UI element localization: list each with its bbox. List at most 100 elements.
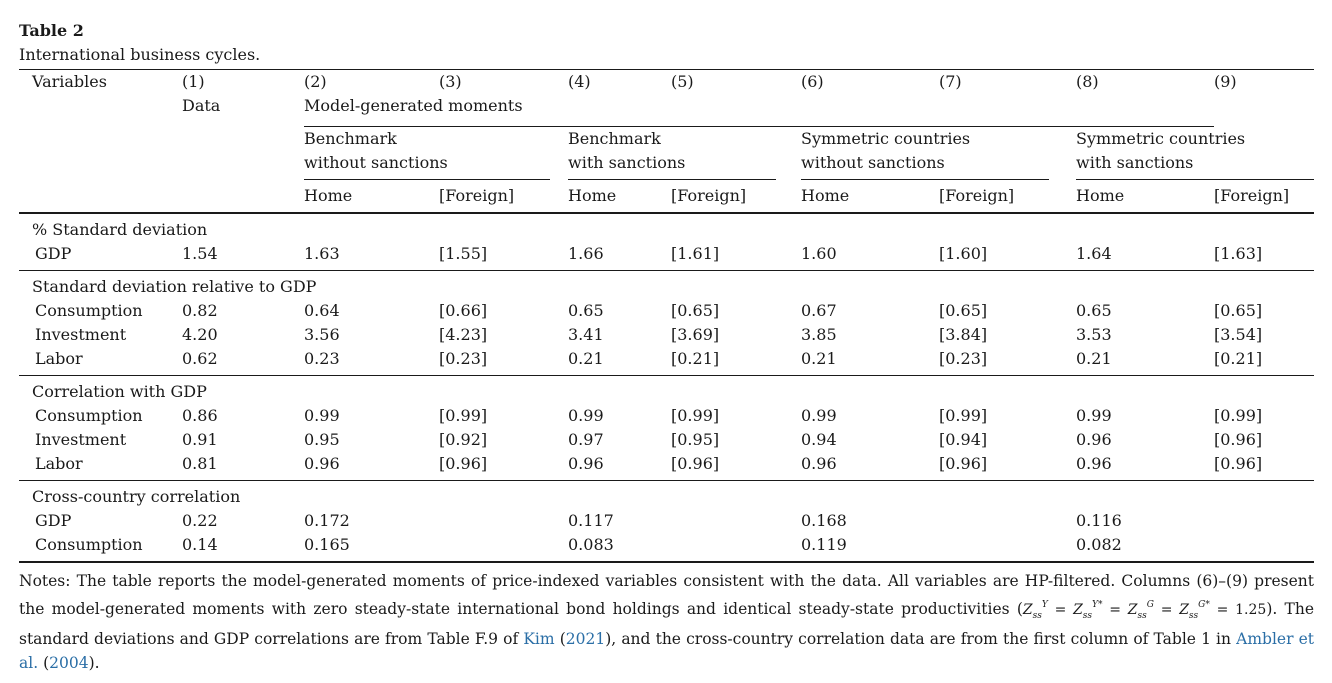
table-cell: 0.65 [568, 301, 604, 320]
table-cell: 0.116 [1076, 511, 1122, 530]
table-notes: Notes: The table reports the model-gener… [19, 572, 1315, 672]
section-title: Correlation with GDP [32, 382, 207, 401]
table-cell [439, 533, 568, 563]
table-cell: 0.083 [568, 533, 671, 563]
row-label: Investment [35, 325, 127, 344]
table-cell: [0.96] [671, 452, 801, 481]
table-cell: 1.63 [304, 242, 439, 271]
notes-text: ). [88, 653, 100, 672]
table-cell: 1.66 [568, 242, 671, 271]
table-cell: 3.53 [1076, 325, 1112, 344]
home-label: Home [304, 180, 439, 214]
table-row: Labor 0.62 0.23 [0.23] 0.21 [0.21] 0.21 [0.23] 0… [19, 347, 1314, 376]
table-cell: [1.63] [1214, 242, 1314, 271]
citation-year-link[interactable]: 2004 [49, 653, 89, 672]
foreign-label: [Foreign] [1214, 180, 1314, 214]
table-cell: 0.14 [182, 533, 304, 563]
model-label: Model-generated moments [304, 96, 523, 115]
foreign-label: [Foreign] [939, 180, 1076, 214]
home-label: Home [801, 180, 939, 214]
table-row: GDP 1.54 1.63 [1.55] 1.66 [1.61] 1.60 [1.60] 1.6… [19, 242, 1314, 271]
table-figure: Table 2 International business cycles. V… [19, 18, 1314, 675]
row-label: Consumption [35, 301, 143, 320]
table-cell: [4.23] [439, 325, 488, 344]
col-number: (7) [939, 69, 1076, 94]
table-cell: 0.99 [304, 406, 340, 425]
table-cell: 0.62 [182, 347, 304, 376]
table-cell: [0.96] [939, 452, 1076, 481]
group-label: without sanctions [801, 151, 1049, 180]
table-cell [1214, 509, 1314, 533]
data-table: Variables (1) (2) (3) (4) (5) (6) (7) (8… [19, 69, 1314, 563]
row-label: GDP [35, 511, 72, 530]
table-cell: 1.60 [801, 242, 939, 271]
table-row: Consumption 0.86 0.99 [0.99] 0.99 [0.99] 0.99 [… [19, 404, 1314, 428]
group-label: Symmetric countries [801, 129, 971, 148]
group-label: Benchmark [304, 129, 397, 148]
table-row: Investment 0.91 0.95 [0.92] 0.97 [0.95] 0.94 [0… [19, 428, 1314, 452]
table-cell: 0.99 [1076, 406, 1112, 425]
table-cell: 0.99 [568, 406, 604, 425]
table-cell: 0.172 [304, 511, 350, 530]
table-cell: [0.96] [439, 452, 568, 481]
table-cell: 0.96 [304, 452, 439, 481]
foreign-label: [Foreign] [439, 180, 568, 214]
row-label: GDP [19, 242, 182, 271]
table-cell: 0.91 [182, 430, 218, 449]
table-row: Labor 0.81 0.96 [0.96] 0.96 [0.96] 0.96 [0.96] 0… [19, 452, 1314, 481]
table-cell: 0.65 [1076, 301, 1112, 320]
table-cell: 3.41 [568, 325, 604, 344]
table-cell: 3.56 [304, 325, 340, 344]
col-number: (8) [1076, 69, 1214, 94]
header-row-numbers: Variables (1) (2) (3) (4) (5) (6) (7) (8… [19, 69, 1314, 94]
section-title: Cross-country correlation [32, 487, 241, 506]
row-label: Consumption [35, 406, 143, 425]
col-number: (4) [568, 69, 671, 94]
table-cell: 0.96 [568, 452, 671, 481]
group-label: Symmetric countries [1076, 129, 1246, 148]
section-header-row: % Standard deviation [19, 213, 1314, 242]
citation-link[interactable]: Ambler et al. [19, 630, 1315, 672]
row-label: Investment [35, 430, 127, 449]
table-cell: 1.54 [182, 242, 304, 271]
foreign-label: [Foreign] [671, 180, 801, 214]
notes-text: Notes: The table reports the model-gener… [19, 572, 1314, 618]
table-cell: 0.96 [801, 452, 939, 481]
section-header-row: Cross-country correlation [19, 481, 1314, 510]
table-cell: 0.21 [1076, 347, 1214, 376]
table-cell: 0.64 [304, 301, 340, 320]
col-number: (1) [182, 69, 304, 94]
col-number: (5) [671, 69, 801, 94]
table-cell: 0.117 [568, 511, 614, 530]
table-cell: [1.60] [939, 242, 1076, 271]
table-title: International business cycles. [19, 45, 261, 64]
table-cell: 0.23 [304, 347, 439, 376]
table-cell: [0.99] [671, 406, 720, 425]
notes-text: ). The standard deviations and GDP corre… [19, 599, 1315, 649]
notes-text: ), and the cross-country correlation dat… [605, 630, 1237, 648]
table-cell: [0.92] [439, 430, 488, 449]
col-number: (6) [801, 69, 939, 94]
table-cell: 0.99 [801, 406, 837, 425]
table-cell: [1.61] [671, 242, 801, 271]
table-cell: 0.119 [801, 533, 939, 563]
table-cell [671, 509, 801, 533]
table-cell: 4.20 [182, 325, 218, 344]
table-cell: [0.65] [671, 301, 720, 320]
table-cell [939, 509, 1076, 533]
citation-link[interactable]: Kim [523, 630, 555, 648]
section-header-row: Correlation with GDP [19, 376, 1314, 405]
row-label: Labor [19, 347, 182, 376]
table-cell: [0.65] [939, 301, 988, 320]
table-cell: [0.95] [671, 430, 720, 449]
table-cell [1214, 533, 1314, 563]
table-cell: [0.21] [1214, 347, 1314, 376]
table-cell: [0.21] [671, 347, 801, 376]
row-label: Consumption [19, 533, 182, 563]
table-cell: 0.94 [801, 430, 837, 449]
table-cell [439, 509, 568, 533]
table-cell: 0.21 [568, 347, 671, 376]
section-header-row: Standard deviation relative to GDP [19, 271, 1314, 300]
citation-year-link[interactable]: 2021 [565, 630, 606, 648]
col-number: (9) [1214, 69, 1314, 94]
